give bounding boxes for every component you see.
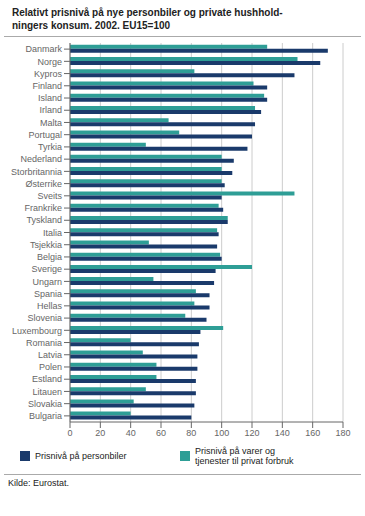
svg-text:Kypros: Kypros [34, 69, 63, 79]
svg-text:Bulgaria: Bulgaria [29, 411, 62, 421]
html-text:Kilde: Eurostat.: Kilde: Eurostat. [8, 478, 69, 488]
html-text:Relativt prisnivå på nye perso: Relativt prisnivå på nye personbiler og … [12, 7, 283, 18]
svg-text:Østerrike: Østerrike [25, 179, 62, 189]
svg-text:Portugal: Portugal [28, 130, 62, 140]
svg-text:Sverige: Sverige [31, 264, 62, 274]
svg-text:Irland: Irland [39, 105, 62, 115]
html-text:tjenester til privat forbruk: tjenester til privat forbruk [195, 456, 294, 466]
html-text:ningers konsum. 2002. EU15=100: ningers konsum. 2002. EU15=100 [12, 20, 171, 31]
svg-text:Romania: Romania [26, 338, 62, 348]
svg-text:Litauen: Litauen [32, 387, 62, 397]
svg-text:60: 60 [156, 428, 166, 438]
svg-text:20: 20 [95, 428, 105, 438]
svg-text:Frankrike: Frankrike [24, 203, 62, 213]
svg-text:Tyskland: Tyskland [26, 215, 62, 225]
svg-text:Estland: Estland [32, 374, 62, 384]
svg-text:Malta: Malta [40, 118, 62, 128]
svg-text:Island: Island [38, 93, 62, 103]
svg-text:Slovakia: Slovakia [28, 399, 62, 409]
svg-text:Finland: Finland [32, 81, 62, 91]
svg-text:Slovenia: Slovenia [27, 313, 62, 323]
svg-text:Danmark: Danmark [25, 44, 62, 54]
svg-text:Belgia: Belgia [37, 252, 62, 262]
svg-text:Tsjekkia: Tsjekkia [30, 240, 62, 250]
svg-text:Luxembourg: Luxembourg [12, 326, 62, 336]
html-text:Prisnivå på personbiler: Prisnivå på personbiler [35, 451, 127, 461]
svg-text:0: 0 [67, 428, 72, 438]
svg-text:40: 40 [126, 428, 136, 438]
svg-text:160: 160 [305, 428, 320, 438]
html-text:Prisnivå på varer og: Prisnivå på varer og [195, 446, 275, 456]
svg-text:Spania: Spania [34, 289, 62, 299]
svg-text:Nederland: Nederland [20, 154, 62, 164]
svg-text:120: 120 [244, 428, 259, 438]
svg-text:Hellas: Hellas [37, 301, 63, 311]
svg-text:140: 140 [275, 428, 290, 438]
svg-text:Ungarn: Ungarn [32, 277, 62, 287]
svg-text:80: 80 [186, 428, 196, 438]
svg-text:Sveits: Sveits [37, 191, 62, 201]
svg-text:100: 100 [214, 428, 229, 438]
svg-text:Tyrkia: Tyrkia [38, 142, 62, 152]
svg-text:Latvia: Latvia [38, 350, 62, 360]
svg-text:Italia: Italia [43, 228, 62, 238]
svg-text:180: 180 [335, 428, 350, 438]
svg-text:Norge: Norge [37, 57, 62, 67]
svg-text:Storbritannia: Storbritannia [11, 167, 62, 177]
svg-text:Polen: Polen [39, 362, 62, 372]
